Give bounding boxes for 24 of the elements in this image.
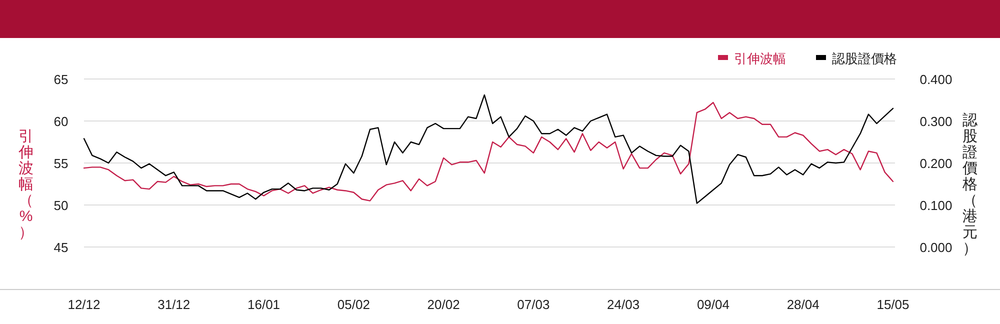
- text: 認股證價格（港元）: [962, 112, 978, 257]
- x-tick-label: 31/12: [158, 297, 190, 312]
- y-tick-label: 50: [54, 198, 68, 213]
- x-tick-label: 24/03: [607, 297, 640, 312]
- y-tick-label: 45: [54, 240, 68, 255]
- x-tick-label: 05/02: [337, 297, 370, 312]
- x-tick-label: 15/05: [876, 297, 910, 312]
- x-tick-label: 20/02: [427, 297, 460, 312]
- y-tick-label: 55: [54, 156, 68, 171]
- y2-tick-label: 0.300: [920, 114, 952, 129]
- y2-tick-label: 0.100: [920, 198, 952, 213]
- legend-label: 引伸波幅: [734, 51, 786, 66]
- x-tick-label: 16/01: [248, 297, 280, 312]
- x-tick-label: 07/03: [517, 297, 550, 312]
- x-tick-label: 28/04: [786, 297, 820, 312]
- y2-tick-label: 0.000: [920, 240, 952, 255]
- y2-tick-label: 0.200: [920, 156, 952, 171]
- y-axis-title: 引伸波幅（%）: [18, 128, 34, 241]
- x-tick-label: 09/04: [696, 297, 730, 312]
- y-tick-label: 65: [54, 72, 68, 87]
- y2-tick-label: 0.400: [920, 72, 952, 87]
- legend-label: 認股證價格: [832, 51, 897, 66]
- y-tick-label: 60: [54, 114, 68, 129]
- x-tick-label: 12/12: [68, 297, 100, 312]
